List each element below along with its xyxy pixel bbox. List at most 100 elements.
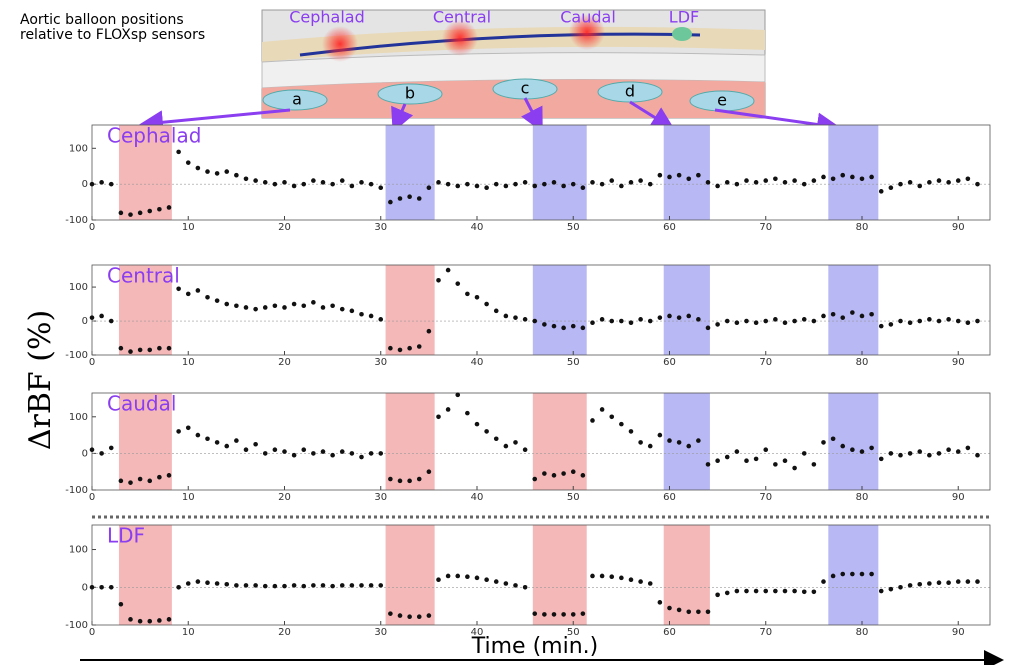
data-point [185,160,191,165]
data-point [128,349,133,354]
data-point [821,313,826,319]
x-tick-label: 70 [759,357,772,368]
data-point [407,478,412,484]
x-tick-label: 20 [278,492,291,503]
data-point [224,581,230,587]
data-point [657,172,663,178]
data-point [253,178,258,183]
data-point [157,474,162,480]
data-point [792,178,797,183]
data-point [955,579,961,584]
data-point [782,588,788,594]
data-point [724,590,730,596]
balloon-interval [118,265,172,355]
data-point [907,180,913,185]
data-point [359,454,364,460]
data-point [705,462,711,467]
data-point [744,178,749,183]
caption-line: relative to FLOXsp sensors [20,27,205,43]
data-point [599,573,605,579]
x-tick-label: 80 [856,492,869,503]
data-point [532,318,538,324]
data-point [551,612,557,617]
data-point [89,584,95,590]
data-point [609,574,615,579]
data-point [936,580,942,586]
data-point [493,308,499,314]
balloon-interval [828,125,879,220]
data-point [359,180,364,185]
data-point [455,281,461,286]
panel-title: Cephalad [107,124,201,148]
data-point [561,612,566,617]
balloon-interval [118,393,172,490]
data-point [513,583,518,588]
data-point [455,392,461,398]
data-point [166,473,172,478]
data-point [522,447,528,453]
data-point [927,317,932,322]
data-point [869,174,874,180]
data-point [320,449,326,454]
data-point [301,303,307,309]
data-point [311,178,316,183]
x-tick-label: 40 [471,357,484,368]
data-point [465,181,470,187]
data-point [975,452,980,458]
data-point [850,174,855,180]
data-point [638,440,643,445]
data-point [330,303,335,309]
data-point [205,169,210,174]
data-point [128,480,133,485]
data-point [291,583,297,588]
data-point [436,577,441,583]
data-point [927,581,932,586]
data-point [493,181,499,187]
data-point [311,451,316,456]
data-point [253,583,258,588]
data-point [590,573,595,579]
balloon-interval [532,125,587,220]
data-point [561,183,566,189]
data-point [580,325,586,331]
data-point [965,320,971,326]
data-point [407,614,412,619]
data-point [542,322,547,327]
data-point [840,172,846,178]
data-point [253,306,258,312]
data-point [773,462,778,467]
data-point [965,579,971,584]
data-point [859,571,865,577]
data-point [147,478,153,484]
data-point [176,584,181,590]
data-point [859,176,865,182]
data-point [801,451,807,456]
data-point [157,618,162,623]
data-point [503,183,509,189]
data-point [638,579,643,584]
data-point [185,581,191,586]
x-tick-label: 70 [759,627,772,638]
data-point [474,294,480,300]
data-point [513,440,518,445]
data-point [397,613,403,618]
x-tick-label: 30 [374,627,387,638]
data-point [311,300,316,305]
balloon-interval [385,393,435,490]
data-point [859,313,865,319]
data-point [349,308,355,314]
balloon-interval [118,525,172,625]
data-point [224,443,230,449]
data-point [436,414,441,420]
data-point [99,313,104,319]
data-point [301,583,307,589]
data-point [234,303,239,309]
plot-frame [91,524,991,626]
balloon-interval [385,125,435,220]
data-point [330,181,335,187]
data-point [724,454,730,460]
data-point [214,171,220,176]
data-point [907,451,913,456]
data-point [272,303,278,309]
y-tick-label: 0 [82,316,88,327]
